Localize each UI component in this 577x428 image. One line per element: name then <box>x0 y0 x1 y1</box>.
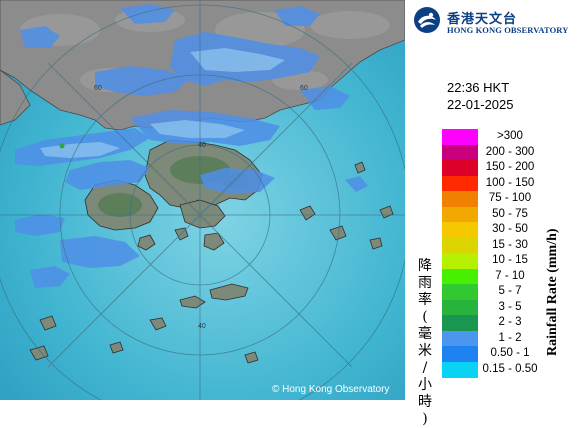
logo-name-zh: 香港天文台 <box>447 12 518 27</box>
legend-swatch <box>442 160 478 176</box>
observatory-logo-icon <box>414 7 440 33</box>
legend-swatch <box>442 206 478 223</box>
legend-range-label: 1 - 2 <box>498 331 522 344</box>
legend-row: 50 - 75 <box>442 206 577 223</box>
legend-range-label: 100 - 150 <box>485 176 535 189</box>
legend-range-label: 15 - 30 <box>492 238 528 251</box>
legend-row: 0.50 - 1 <box>442 346 577 362</box>
legend-swatch <box>442 175 478 192</box>
legend-swatch <box>442 253 478 269</box>
legend-swatch <box>442 237 478 254</box>
legend-title-zh: 降雨率(毫米 / 小時) <box>418 258 432 427</box>
observation-date: 22-01-2025 <box>447 97 514 112</box>
rain-echoes-moderate <box>59 143 65 149</box>
range-ring-label: 60 <box>300 85 308 92</box>
legend-range-label: 10 - 15 <box>492 254 528 266</box>
land-islands <box>29 139 394 364</box>
legend-range-label: 3 - 5 <box>498 300 522 313</box>
legend-row: 0.15 - 0.50 <box>442 361 577 378</box>
legend-swatch <box>442 129 478 145</box>
legend-row: 30 - 50 <box>442 222 577 238</box>
legend-swatch <box>442 144 478 161</box>
legend-swatch <box>442 268 478 285</box>
legend-row: 7 - 10 <box>442 268 577 285</box>
range-ring-label: 40 <box>198 323 206 330</box>
legend-swatch <box>442 330 478 347</box>
radar-map: 60 40 40 60 <box>0 0 405 400</box>
logo-name-en: HONG KONG OBSERVATORY <box>447 25 569 35</box>
range-ring-label: 40 <box>198 142 206 149</box>
observatory-logo: 香港天文台 HONG KONG OBSERVATORY <box>413 6 573 36</box>
legend-swatch <box>442 284 478 300</box>
range-rings <box>0 0 405 400</box>
legend-swatch <box>442 361 478 378</box>
legend-range-label: 7 - 10 <box>495 269 525 282</box>
rain-echoes <box>15 4 368 288</box>
legend-range-label: 0.50 - 1 <box>490 347 530 359</box>
legend-panel: 香港天文台 HONG KONG OBSERVATORY 22:36 HKT 22… <box>405 0 577 427</box>
legend-row: 100 - 150 <box>442 175 577 192</box>
legend-row: 1 - 2 <box>442 330 577 347</box>
legend-row: >300 <box>442 129 577 145</box>
legend-range-label: 2 - 3 <box>498 316 522 328</box>
legend-title-en: Rainfall Rate (mm/h) <box>545 228 560 356</box>
legend-swatch <box>442 299 478 316</box>
copyright-notice: © Hong Kong Observatory <box>272 384 390 395</box>
legend-range-label: 30 - 50 <box>492 223 528 235</box>
legend-row: 10 - 15 <box>442 253 577 269</box>
legend-row: 200 - 300 <box>442 144 577 161</box>
legend-range-label: 5 - 7 <box>498 285 522 297</box>
range-ring-label: 60 <box>94 85 102 92</box>
legend-range-label: 75 - 100 <box>488 192 532 204</box>
legend-range-label: 200 - 300 <box>485 145 535 158</box>
legend-row: 3 - 5 <box>442 299 577 316</box>
observation-time: 22:36 HKT <box>447 80 510 95</box>
legend-row: 75 - 100 <box>442 191 577 207</box>
legend-swatch <box>442 315 478 331</box>
legend-swatch <box>442 222 478 238</box>
legend-range-label: 150 - 200 <box>485 161 535 173</box>
legend-range-label: 0.15 - 0.50 <box>482 362 538 375</box>
legend-row: 150 - 200 <box>442 160 577 176</box>
legend-range-label: 50 - 75 <box>492 207 528 220</box>
legend-range-label: >300 <box>497 130 523 142</box>
legend-swatch <box>442 346 478 362</box>
legend-row: 2 - 3 <box>442 315 577 331</box>
legend-swatch <box>442 191 478 207</box>
legend-row: 5 - 7 <box>442 284 577 300</box>
legend-row: 15 - 30 <box>442 237 577 254</box>
